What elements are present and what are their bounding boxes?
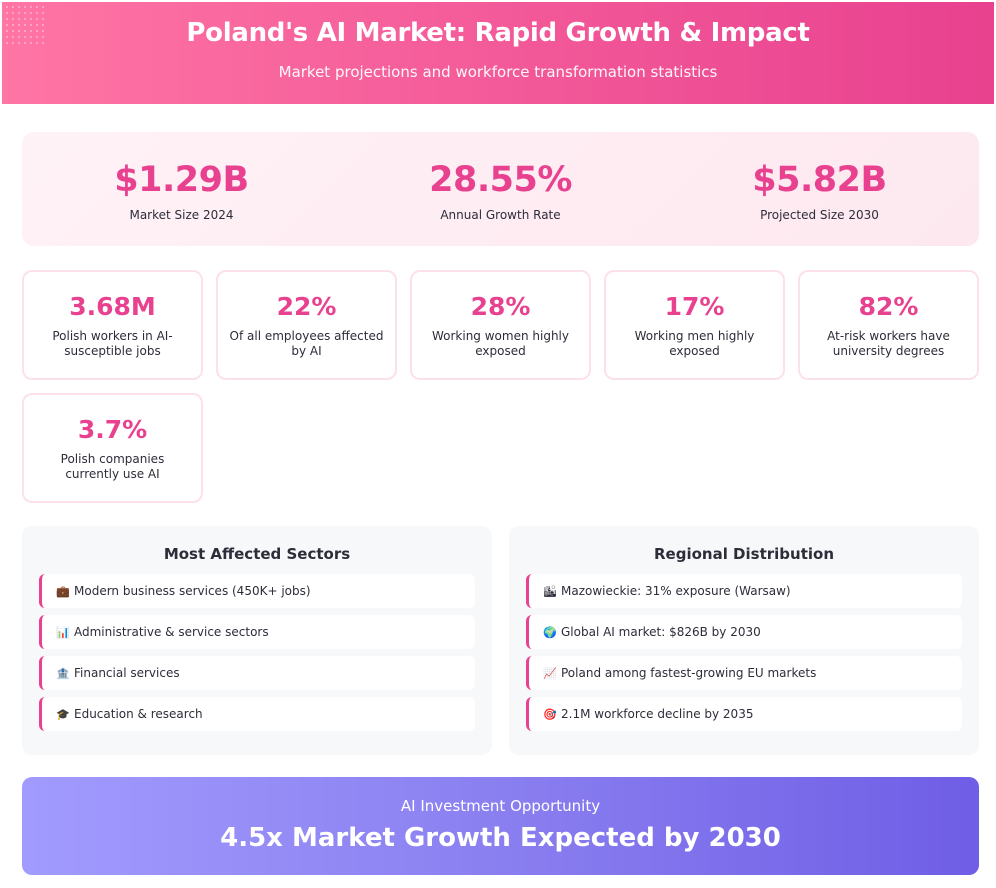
list-item-text: Global AI market: $826B by 2030 <box>561 625 761 639</box>
decorative-dots <box>4 4 44 44</box>
cityscape-icon: 🏙 <box>543 584 557 598</box>
panel-title: Regional Distribution <box>653 545 834 563</box>
list-item-text: Modern business services (450K+ jobs) <box>74 584 311 598</box>
list-item-text: Education & research <box>74 707 203 721</box>
banner-headline: 4.5x Market Growth Expected by 2030 <box>220 823 781 853</box>
stat-card-workers: 3.68M Polish workers in AI-susceptible j… <box>22 270 203 380</box>
list-item: 🌍 Global AI market: $826B by 2030 <box>526 615 962 649</box>
target-icon: 🎯 <box>543 707 557 721</box>
stat-label: Working men highly exposed <box>634 329 755 358</box>
kpi-value: $1.29B <box>114 160 249 200</box>
banner-subtitle: AI Investment Opportunity <box>400 797 601 815</box>
stat-card-companies: 3.7% Polish companies currently use AI <box>22 393 203 503</box>
stat-card-men: 17% Working men highly exposed <box>604 270 785 380</box>
stat-value: 3.68M <box>69 292 156 321</box>
stat-value: 22% <box>276 292 337 321</box>
header-banner: Poland's AI Market: Rapid Growth & Impac… <box>2 2 994 104</box>
sectors-list: 💼 Modern business services (450K+ jobs) … <box>39 574 475 738</box>
stat-value: 17% <box>664 292 725 321</box>
list-item-text: Administrative & service sectors <box>74 625 269 639</box>
list-item: 🏙 Mazowieckie: 31% exposure (Warsaw) <box>526 574 962 608</box>
regional-list: 🏙 Mazowieckie: 31% exposure (Warsaw) 🌍 G… <box>526 574 962 738</box>
list-item-text: Financial services <box>74 666 180 680</box>
kpi-value: 28.55% <box>429 160 572 200</box>
investment-banner: AI Investment Opportunity 4.5x Market Gr… <box>22 777 979 875</box>
page-title: Poland's AI Market: Rapid Growth & Impac… <box>186 18 810 48</box>
kpi-band: $1.29B Market Size 2024 28.55% Annual Gr… <box>22 132 979 246</box>
list-item: 🏦 Financial services <box>39 656 475 690</box>
graduation-cap-icon: 🎓 <box>56 707 70 721</box>
panel-title: Most Affected Sectors <box>163 545 351 563</box>
kpi-growth-rate: 28.55% Annual Growth Rate <box>341 132 660 246</box>
stat-card-employees: 22% Of all employees affected by AI <box>216 270 397 380</box>
kpi-projected-size: $5.82B Projected Size 2030 <box>660 132 979 246</box>
trend-up-icon: 📈 <box>543 666 557 680</box>
stat-value: 3.7% <box>77 415 148 444</box>
kpi-label: Annual Growth Rate <box>440 208 561 222</box>
stat-value: 28% <box>470 292 531 321</box>
kpi-label: Market Size 2024 <box>129 208 234 222</box>
kpi-market-size: $1.29B Market Size 2024 <box>22 132 341 246</box>
stat-label: Of all employees affected by AI <box>229 329 384 358</box>
stat-label: Polish companies currently use AI <box>60 452 165 481</box>
page-subtitle: Market projections and workforce transfo… <box>278 63 718 81</box>
bank-icon: 🏦 <box>56 666 70 680</box>
list-item-text: Mazowieckie: 31% exposure (Warsaw) <box>561 584 791 598</box>
stat-value: 82% <box>858 292 919 321</box>
kpi-label: Projected Size 2030 <box>760 208 879 222</box>
kpi-value: $5.82B <box>752 160 887 200</box>
bar-chart-icon: 📊 <box>56 625 70 639</box>
stat-label: Polish workers in AI-susceptible jobs <box>52 329 173 358</box>
briefcase-icon: 💼 <box>56 584 70 598</box>
regional-panel: Regional Distribution 🏙 Mazowieckie: 31%… <box>509 526 979 755</box>
list-item-text: Poland among fastest-growing EU markets <box>561 666 817 680</box>
stat-card-degrees: 82% At-risk workers have university degr… <box>798 270 979 380</box>
stat-card-women: 28% Working women highly exposed <box>410 270 591 380</box>
list-item: 📊 Administrative & service sectors <box>39 615 475 649</box>
list-item: 📈 Poland among fastest-growing EU market… <box>526 656 962 690</box>
sectors-panel: Most Affected Sectors 💼 Modern business … <box>22 526 492 755</box>
stat-label: Working women highly exposed <box>431 329 569 358</box>
list-item: 💼 Modern business services (450K+ jobs) <box>39 574 475 608</box>
list-item: 🎓 Education & research <box>39 697 475 731</box>
list-item-text: 2.1M workforce decline by 2035 <box>561 707 754 721</box>
globe-icon: 🌍 <box>543 625 557 639</box>
stat-label: At-risk workers have university degrees <box>827 329 950 358</box>
list-item: 🎯 2.1M workforce decline by 2035 <box>526 697 962 731</box>
